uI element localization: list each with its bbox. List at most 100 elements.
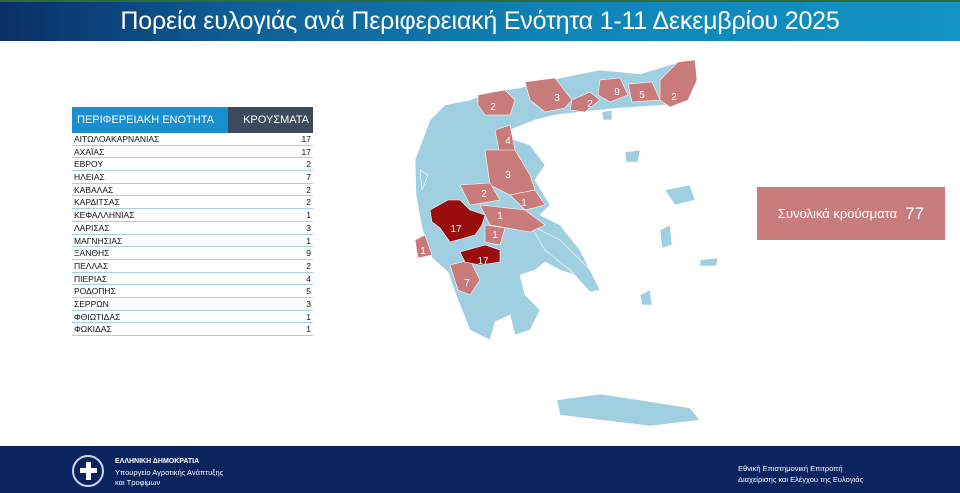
case-count: 1: [306, 311, 311, 322]
page-title: Πορεία ευλογιάς ανά Περιφερειακή Ενότητα…: [120, 7, 840, 35]
greece-map: 2 3 2 9 5 2 4 3 2 1 1 17 1 17 7 1: [400, 50, 771, 445]
table-row: ΡΟΔΟΠΗΣ 5: [72, 285, 313, 298]
case-count: 1: [306, 210, 311, 221]
table-row: ΛΑΡΙΣΑΣ 3: [72, 222, 313, 235]
region-name: ΑΧΑΪΑΣ: [74, 146, 105, 157]
total-cases-value: 77: [905, 203, 925, 223]
cases-table: ΠΕΡΙΦΕΡΕΙΑΚΗ ΕΝΟΤΗΤΑ ΚΡΟΥΣΜΑΤΑ ΑΙΤΩΛΟΑΚΑ…: [72, 107, 313, 336]
greek-emblem-icon: [72, 455, 104, 487]
map-region-label: 17: [477, 256, 489, 267]
region-name: ΦΘΙΩΤΙΔΑΣ: [74, 311, 121, 322]
committee-line-2: Διαχείρισης και Ελέγχου της Ευλογιάς: [738, 475, 864, 484]
table-row: ΠΙΕΡΙΑΣ 4: [72, 273, 313, 286]
region-evros: [659, 59, 698, 108]
table-row: ΚΕΦΑΛΛΗΝΙΑΣ 1: [72, 209, 313, 222]
map-region-label: 4: [505, 136, 511, 147]
limnos: [624, 149, 641, 163]
map-region-label: 2: [587, 99, 593, 110]
column-header-region: ΠΕΡΙΦΕΡΕΙΑΚΗ ΕΝΟΤΗΤΑ: [72, 107, 228, 133]
table-row: ΣΕΡΡΩΝ 3: [72, 298, 313, 311]
map-region-label: 2: [490, 102, 496, 113]
region-name: ΕΒΡΟΥ: [74, 159, 104, 170]
region-name: ΜΑΓΝΗΣΙΑΣ: [74, 235, 123, 246]
total-cases-box: Συνολικά κρούσματα 77: [757, 187, 945, 240]
region-name: ΚΑΒΑΛΑΣ: [74, 184, 114, 195]
region-xanthi: [597, 77, 629, 103]
region-fthiotida: [479, 204, 546, 233]
case-count: 4: [306, 273, 311, 284]
map-region-label: 2: [481, 189, 487, 200]
region-name: ΑΙΤΩΛΟΑΚΑΡΝΑΝΙΑΣ: [74, 134, 160, 144]
naxos: [639, 289, 653, 306]
table-row: ΗΛΕΙΑΣ 7: [72, 171, 313, 184]
map-region-label: 3: [554, 93, 560, 104]
region-name: ΚΑΡΔΙΤΣΑΣ: [74, 197, 120, 208]
mainland: [414, 59, 698, 341]
region-serres: [524, 77, 573, 113]
map-region-label: 3: [505, 170, 511, 181]
region-karditsa: [459, 182, 501, 206]
footer-committee: Εθνική Επιστημονική Επιτροπή Διαχείρισης …: [738, 463, 863, 485]
evia: [529, 224, 601, 293]
map-region-label: 9: [614, 87, 620, 98]
region-kefallinia: [414, 234, 433, 259]
samos: [699, 257, 719, 267]
case-count: 2: [306, 260, 311, 271]
lesvos: [664, 184, 696, 206]
region-name: ΣΕΡΡΩΝ: [74, 298, 109, 309]
region-name: ΛΑΡΙΣΑΣ: [74, 222, 110, 233]
region-name: ΠΕΛΛΑΣ: [74, 260, 109, 271]
ministry-line-1: Υπουργείο Αγροτικής Ανάπτυξης: [115, 468, 224, 477]
table-row: ΚΑΒΑΛΑΣ 2: [72, 184, 313, 197]
table-row: ΚΑΡΔΙΤΣΑΣ 2: [72, 196, 313, 210]
map-region-label: 1: [497, 211, 503, 222]
table-row: ΦΘΙΩΤΙΔΑΣ 1: [72, 311, 313, 324]
region-name: ΞΑΝΘΗΣ: [74, 248, 110, 259]
region-pella: [477, 89, 516, 116]
case-count: 1: [306, 324, 311, 335]
map-region-label: 1: [521, 198, 527, 209]
region-name: ΠΙΕΡΙΑΣ: [74, 273, 108, 284]
committee-line-1: Εθνική Επιστημονική Επιτροπή: [738, 464, 843, 473]
map-region-label: 17: [450, 224, 462, 235]
table-row: ΦΩΚΙΔΑΣ 1: [72, 323, 313, 336]
table-row: ΜΑΓΝΗΣΙΑΣ 1: [72, 235, 313, 248]
region-name: ΗΛΕΙΑΣ: [74, 172, 105, 183]
case-count: 2: [306, 197, 311, 208]
ministry-line-2: και Τροφίμων: [115, 478, 161, 487]
case-count: 2: [306, 159, 311, 170]
crete: [556, 393, 701, 427]
region-achaia: [459, 244, 501, 266]
region-kavala: [569, 91, 601, 113]
case-count: 3: [306, 298, 311, 309]
region-fokida: [484, 224, 506, 246]
table-row: ΞΑΝΘΗΣ 9: [72, 247, 313, 260]
table-row: ΑΙΤΩΛΟΑΚΑΡΝΑΝΙΑΣ 17: [72, 133, 313, 146]
region-name: ΦΩΚΙΔΑΣ: [74, 324, 112, 335]
map-region-label: 7: [464, 278, 470, 289]
total-cases-label: Συνολικά κρούσματα: [777, 206, 898, 221]
region-name: ΚΕΦΑΛΛΗΝΙΑΣ: [74, 210, 135, 221]
case-count: 7: [306, 172, 311, 183]
case-count: 17: [301, 134, 311, 144]
case-count: 17: [301, 146, 311, 157]
footer: ΕΛΛΗΝΙΚΗ ΔΗΜΟΚΡΑΤΙΑ Υπουργείο Αγροτικής …: [0, 446, 960, 493]
region-name: ΡΟΔΟΠΗΣ: [74, 286, 116, 297]
chios: [659, 224, 673, 249]
kerkyra: [419, 169, 429, 191]
map-region-label: 2: [671, 92, 677, 103]
thasos: [601, 109, 613, 121]
case-count: 3: [306, 222, 311, 233]
region-aitoloakarnania: [429, 199, 486, 243]
footer-org-title: ΕΛΛΗΝΙΚΗ ΔΗΜΟΚΡΑΤΙΑ: [115, 458, 200, 465]
case-count: 5: [306, 286, 311, 297]
case-count: 1: [306, 235, 311, 246]
case-count: 2: [306, 184, 311, 195]
region-magnisia: [509, 189, 546, 211]
table-row: ΠΕΛΛΑΣ 2: [72, 260, 313, 273]
map-region-label: 1: [420, 246, 426, 257]
table-header: ΠΕΡΙΦΕΡΕΙΑΚΗ ΕΝΟΤΗΤΑ ΚΡΟΥΣΜΑΤΑ: [72, 107, 313, 133]
footer-ministry: Υπουργείο Αγροτικής Ανάπτυξης και Τροφίμω…: [115, 468, 223, 488]
table-row: ΕΒΡΟΥ 2: [72, 158, 313, 172]
table-row: ΑΧΑΪΑΣ 17: [72, 146, 313, 159]
